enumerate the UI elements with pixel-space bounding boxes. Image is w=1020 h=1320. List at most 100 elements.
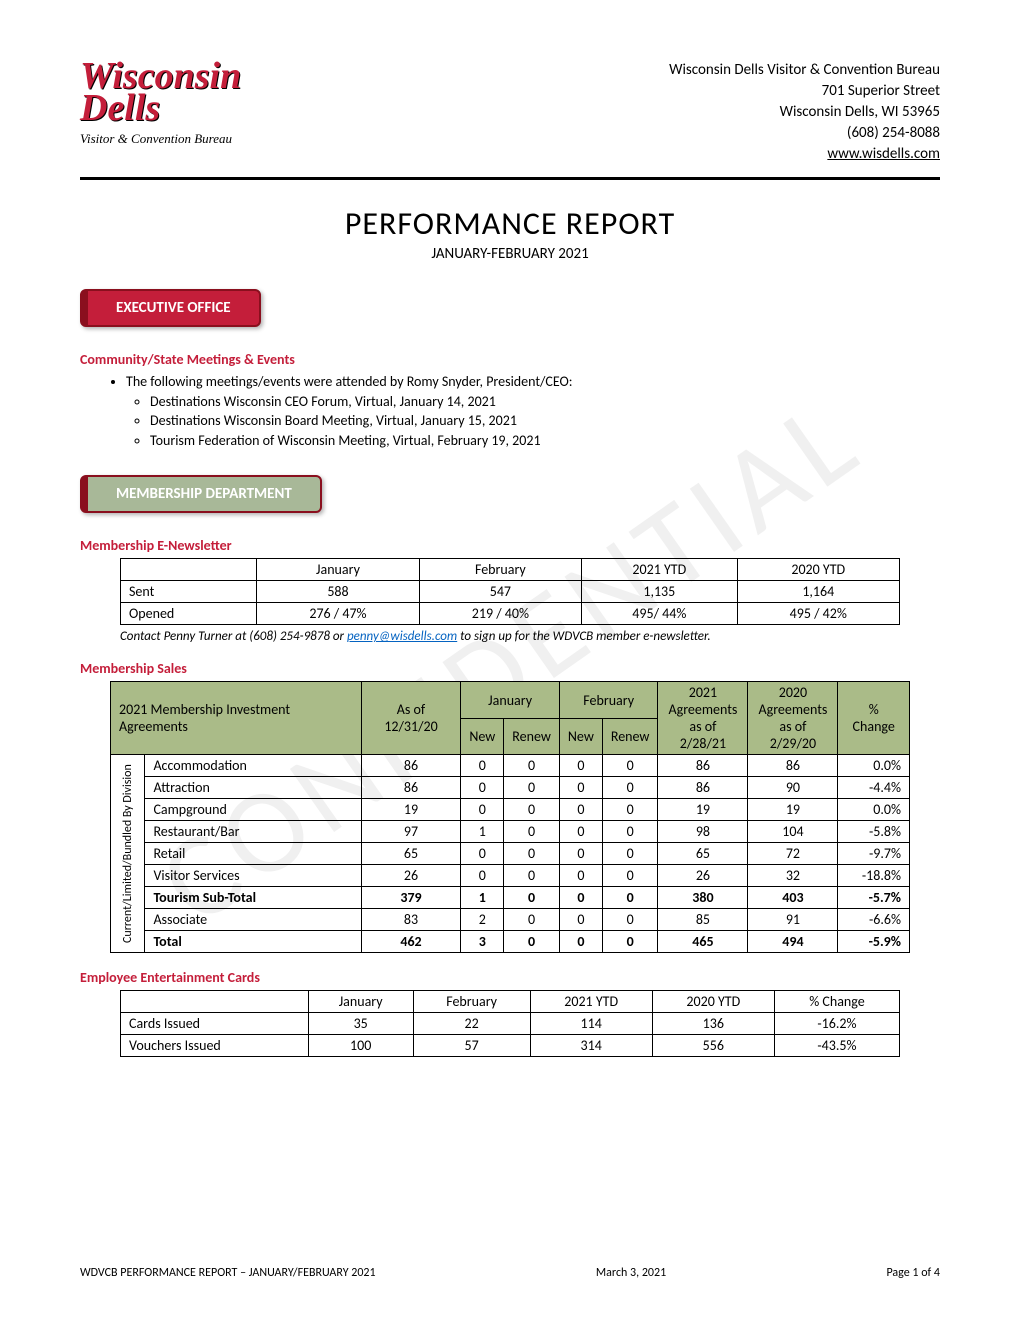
sales-head-jan: January bbox=[461, 682, 560, 719]
sales-head-2020: 2020 Agreements as of 2/29/20 bbox=[748, 682, 838, 755]
table-cell: 86 bbox=[361, 755, 461, 777]
table-cell: 19 bbox=[748, 799, 838, 821]
table-cell: -5.7% bbox=[838, 887, 910, 909]
footer-left: WDVCB PERFORMANCE REPORT – JANUARY/FEBRU… bbox=[80, 1266, 376, 1280]
table-cell: Tourism Sub-Total bbox=[145, 887, 361, 909]
header: Wisconsin Dells Visitor & Convention Bur… bbox=[80, 60, 940, 180]
table-cell: 91 bbox=[748, 909, 838, 931]
table-cell: 114 bbox=[530, 1013, 652, 1035]
table-cell: 0 bbox=[602, 887, 658, 909]
table-cell: 0 bbox=[461, 843, 504, 865]
table-cell: 86 bbox=[361, 777, 461, 799]
table-cell: Total bbox=[145, 931, 361, 953]
logo-sub-text: Visitor & Convention Bureau bbox=[80, 131, 280, 147]
table-cell: 0 bbox=[602, 755, 658, 777]
meetings-intro: The following meetings/events were atten… bbox=[126, 373, 573, 390]
table-cell: 0 bbox=[602, 909, 658, 931]
logo-main-text: Wisconsin Dells bbox=[80, 60, 280, 125]
table-cell: -4.4% bbox=[838, 777, 910, 799]
table-cell: 0 bbox=[602, 865, 658, 887]
sales-head-renew: Renew bbox=[504, 718, 560, 755]
org-name: Wisconsin Dells Visitor & Convention Bur… bbox=[669, 60, 940, 81]
table-cell: Sent bbox=[121, 581, 257, 603]
sales-head-asof: As of 12/31/20 bbox=[361, 682, 461, 755]
table-cell: -6.6% bbox=[838, 909, 910, 931]
org-phone: (608) 254-8088 bbox=[669, 123, 940, 144]
section-executive: EXECUTIVE OFFICE bbox=[80, 289, 261, 327]
table-cell: -43.5% bbox=[774, 1035, 899, 1057]
table-cell: 1 bbox=[461, 821, 504, 843]
meetings-list: The following meetings/events were atten… bbox=[108, 372, 940, 450]
table-cell: 0 bbox=[559, 799, 602, 821]
cards-table: January February 2021 YTD 2020 YTD % Cha… bbox=[120, 990, 900, 1057]
table-cell: 380 bbox=[658, 887, 748, 909]
table-cell: February bbox=[413, 991, 530, 1013]
sales-heading: Membership Sales bbox=[80, 660, 940, 677]
table-cell: 276 / 47% bbox=[257, 603, 419, 625]
table-cell: 97 bbox=[361, 821, 461, 843]
table-cell: 1,135 bbox=[582, 581, 737, 603]
table-cell: -5.9% bbox=[838, 931, 910, 953]
footer-right: Page 1 of 4 bbox=[886, 1266, 940, 1280]
table-cell: 90 bbox=[748, 777, 838, 799]
footer-center: March 3, 2021 bbox=[596, 1266, 666, 1280]
newsletter-heading: Membership E-Newsletter bbox=[80, 537, 940, 554]
table-cell: January bbox=[257, 559, 419, 581]
sales-table: 2021 Membership Investment Agreements As… bbox=[110, 681, 910, 953]
table-cell: 32 bbox=[748, 865, 838, 887]
meeting-item: Tourism Federation of Wisconsin Meeting,… bbox=[150, 431, 940, 451]
table-cell: Cards Issued bbox=[121, 1013, 309, 1035]
meeting-item: Destinations Wisconsin Board Meeting, Vi… bbox=[150, 411, 940, 431]
table-cell: 0 bbox=[461, 777, 504, 799]
table-cell: 0 bbox=[504, 821, 560, 843]
table-cell: 1,164 bbox=[737, 581, 899, 603]
table-cell: % Change bbox=[774, 991, 899, 1013]
table-cell: 86 bbox=[658, 755, 748, 777]
table-cell: 0 bbox=[504, 909, 560, 931]
table-cell: 85 bbox=[658, 909, 748, 931]
table-cell: 0 bbox=[559, 865, 602, 887]
table-cell: 0 bbox=[504, 755, 560, 777]
org-url[interactable]: www.wisdells.com bbox=[669, 144, 940, 165]
table-cell: 0 bbox=[461, 755, 504, 777]
sales-head-2021: 2021 Agreements as of 2/28/21 bbox=[658, 682, 748, 755]
table-cell: Visitor Services bbox=[145, 865, 361, 887]
table-cell: 19 bbox=[361, 799, 461, 821]
table-cell: 0 bbox=[504, 887, 560, 909]
table-cell: 83 bbox=[361, 909, 461, 931]
table-cell: Vouchers Issued bbox=[121, 1035, 309, 1057]
table-cell: 462 bbox=[361, 931, 461, 953]
table-cell: 0 bbox=[602, 799, 658, 821]
table-cell: 219 / 40% bbox=[419, 603, 581, 625]
table-cell: 100 bbox=[308, 1035, 413, 1057]
footer: WDVCB PERFORMANCE REPORT – JANUARY/FEBRU… bbox=[80, 1266, 940, 1280]
table-cell: 0 bbox=[602, 931, 658, 953]
table-cell: 35 bbox=[308, 1013, 413, 1035]
email-link[interactable]: penny@wisdells.com bbox=[347, 629, 457, 644]
table-cell: 0 bbox=[559, 887, 602, 909]
table-cell: 2021 YTD bbox=[582, 559, 737, 581]
table-cell: 0 bbox=[602, 821, 658, 843]
table-cell: 3 bbox=[461, 931, 504, 953]
table-cell: 495/ 44% bbox=[582, 603, 737, 625]
table-cell: -16.2% bbox=[774, 1013, 899, 1035]
table-cell: 2 bbox=[461, 909, 504, 931]
table-cell: Attraction bbox=[145, 777, 361, 799]
table-cell: 0.0% bbox=[838, 799, 910, 821]
table-cell: 0 bbox=[559, 821, 602, 843]
table-cell: -9.7% bbox=[838, 843, 910, 865]
table-cell: 2020 YTD bbox=[737, 559, 899, 581]
vertical-label: Current/Limited/Bundled By Division bbox=[111, 755, 145, 953]
main-title: PERFORMANCE REPORT bbox=[80, 204, 940, 243]
table-cell: 556 bbox=[652, 1035, 774, 1057]
table-cell: 465 bbox=[658, 931, 748, 953]
table-cell: 72 bbox=[748, 843, 838, 865]
table-cell: 98 bbox=[658, 821, 748, 843]
newsletter-table: January February 2021 YTD 2020 YTD Sent … bbox=[120, 558, 900, 625]
table-cell: 2020 YTD bbox=[652, 991, 774, 1013]
table-cell: 65 bbox=[658, 843, 748, 865]
table-cell bbox=[121, 559, 257, 581]
sales-head-renew: Renew bbox=[602, 718, 658, 755]
sales-head-change: % Change bbox=[838, 682, 910, 755]
table-cell: 26 bbox=[658, 865, 748, 887]
